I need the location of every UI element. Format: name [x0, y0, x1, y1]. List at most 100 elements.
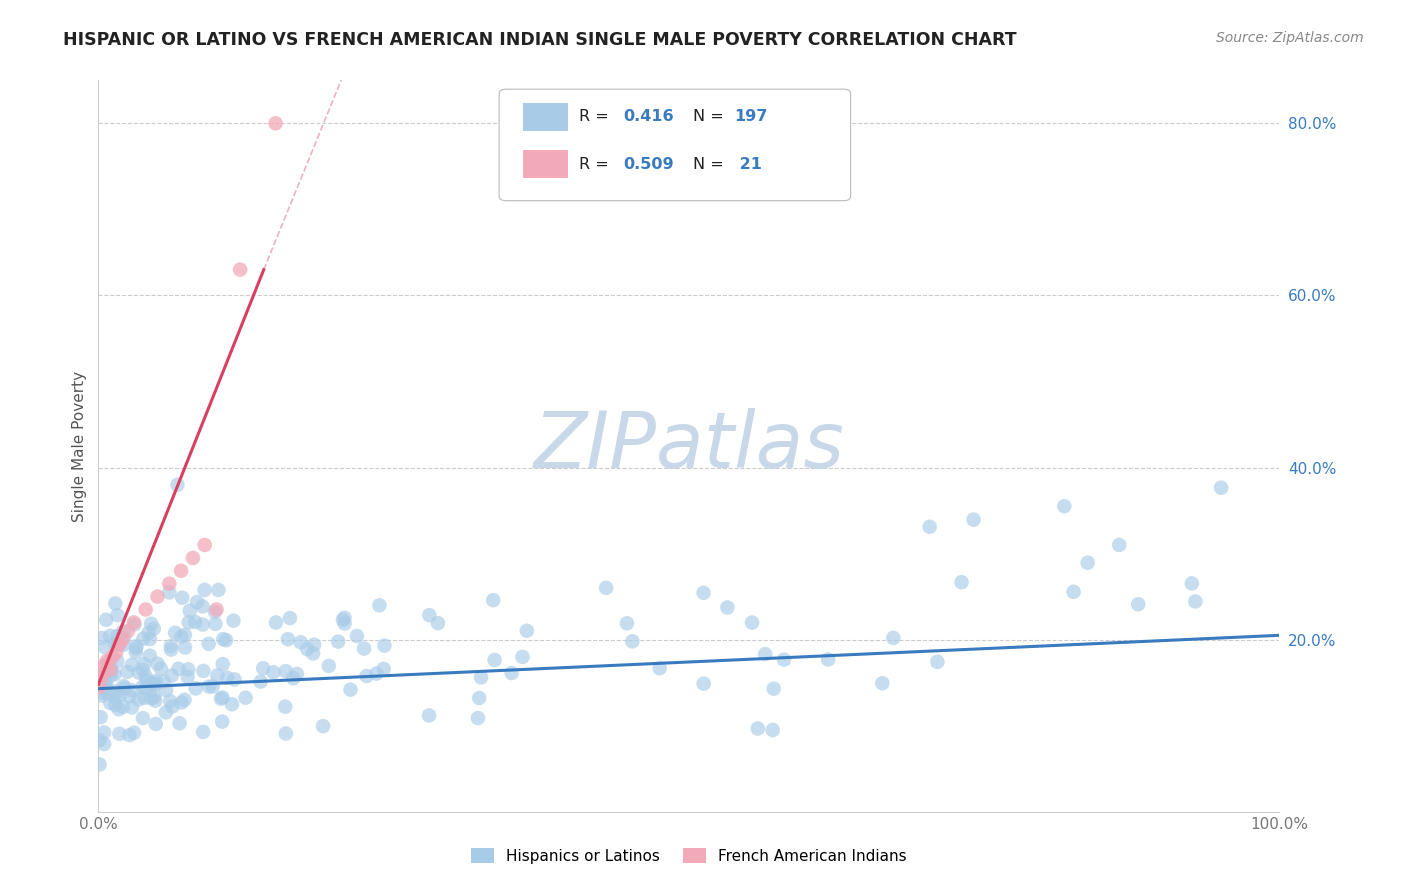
Point — [139, 677, 162, 691]
Point — [160, 642, 183, 657]
Point — [111, 699, 134, 714]
Point — [125, 641, 148, 656]
Point — [143, 676, 166, 690]
Point — [283, 671, 305, 685]
Point — [278, 611, 301, 625]
Point — [1063, 584, 1085, 599]
Point — [191, 617, 214, 632]
Point — [356, 669, 378, 683]
Point — [177, 615, 200, 630]
Point — [122, 615, 145, 630]
Point — [122, 725, 145, 739]
Point — [595, 581, 617, 595]
Point — [373, 662, 395, 676]
Text: 0.509: 0.509 — [623, 157, 673, 171]
Point — [132, 663, 155, 677]
Point — [217, 671, 239, 685]
Point — [1181, 576, 1204, 591]
Point — [621, 634, 644, 648]
Point — [426, 616, 449, 631]
Point — [211, 657, 233, 672]
Point — [105, 684, 128, 698]
Point — [155, 706, 177, 720]
Point — [108, 688, 131, 702]
Point — [274, 699, 297, 714]
Point — [89, 733, 111, 747]
Point — [252, 661, 274, 675]
Point — [224, 673, 246, 687]
Point — [1128, 597, 1150, 611]
Point — [170, 695, 193, 709]
Point — [290, 635, 312, 649]
Point — [101, 649, 124, 664]
Point — [104, 637, 127, 651]
Point — [135, 681, 157, 696]
Point — [648, 661, 671, 675]
Point — [184, 681, 207, 696]
Point — [112, 638, 135, 652]
Point — [111, 624, 134, 639]
Point — [339, 682, 361, 697]
Point — [1184, 594, 1206, 608]
Point — [93, 725, 115, 739]
Text: Source: ZipAtlas.com: Source: ZipAtlas.com — [1216, 31, 1364, 45]
Text: N =: N = — [693, 157, 730, 171]
Text: 197: 197 — [734, 110, 768, 124]
Point — [333, 616, 356, 631]
Point — [128, 692, 150, 706]
Point — [297, 642, 319, 657]
Point — [470, 670, 492, 684]
Point — [501, 666, 523, 681]
Point — [132, 632, 155, 646]
Point — [263, 665, 285, 680]
Point — [149, 661, 172, 675]
Point — [716, 600, 738, 615]
Point — [194, 538, 217, 552]
Point — [184, 615, 207, 629]
Point — [174, 628, 197, 642]
Point — [96, 613, 118, 627]
Point — [186, 595, 208, 609]
Point — [104, 596, 127, 610]
Point — [249, 674, 271, 689]
Point — [1108, 538, 1130, 552]
Point — [221, 698, 243, 712]
Point — [692, 586, 714, 600]
Point — [145, 674, 167, 689]
Point — [89, 680, 111, 694]
Point — [124, 617, 146, 632]
Point — [114, 681, 136, 695]
Point — [176, 670, 198, 684]
Point — [90, 710, 112, 724]
Point — [143, 693, 166, 707]
Point — [193, 582, 215, 597]
Point — [108, 637, 131, 651]
Point — [94, 681, 117, 695]
Point — [98, 629, 121, 643]
Point — [93, 737, 115, 751]
Point — [141, 616, 163, 631]
Point — [111, 632, 134, 647]
Text: ZIPatlas: ZIPatlas — [533, 408, 845, 484]
Point — [872, 676, 894, 690]
Point — [98, 663, 121, 677]
Point — [121, 657, 143, 672]
Point — [205, 602, 228, 616]
Point — [927, 655, 949, 669]
Point — [1053, 500, 1076, 514]
Point — [368, 599, 391, 613]
Legend: Hispanics or Latinos, French American Indians: Hispanics or Latinos, French American In… — [465, 842, 912, 870]
Text: 21: 21 — [734, 157, 762, 171]
Point — [754, 647, 776, 661]
Point — [96, 678, 118, 692]
Point — [107, 608, 129, 623]
Point — [146, 657, 169, 671]
Point — [264, 116, 287, 130]
Point — [346, 629, 368, 643]
Point — [962, 513, 984, 527]
Point — [169, 716, 191, 731]
Point — [166, 477, 188, 491]
Point — [98, 696, 121, 710]
Point — [179, 604, 201, 618]
Point — [302, 647, 325, 661]
